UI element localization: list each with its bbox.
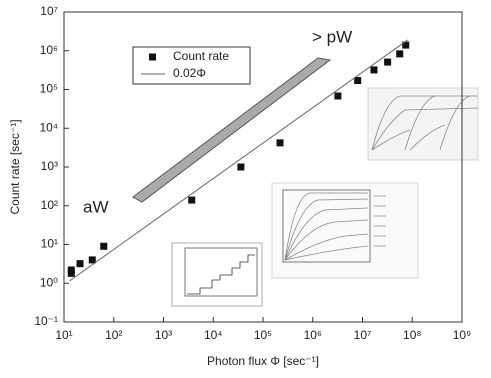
y-tick-label: 10⁶	[40, 43, 58, 57]
x-tick-label: 10⁶	[304, 328, 322, 342]
x-tick-label: 10²	[105, 328, 122, 342]
legend-swatch	[149, 53, 156, 61]
y-axis-label: Count rate [sec⁻¹]	[8, 119, 22, 214]
fit-line	[69, 39, 408, 282]
range-band	[132, 57, 332, 203]
y-tick-label: 10⁻¹	[34, 314, 58, 328]
data-point	[88, 256, 96, 264]
data-point	[402, 41, 410, 49]
y-tick-label: 10¹	[41, 237, 58, 251]
x-tick-label: 10⁸	[403, 328, 421, 342]
data-point	[67, 269, 75, 277]
annotation: > pW	[312, 27, 352, 46]
y-tick-label: 10⁴	[39, 120, 58, 134]
inset-bottom	[171, 242, 263, 307]
inset-top-right	[367, 87, 479, 161]
x-tick-label: 10³	[155, 328, 172, 342]
y-tick-label: 10⁰	[40, 275, 58, 289]
x-tick-label: 10⁵	[254, 328, 272, 342]
y-tick-label: 10⁵	[40, 82, 58, 96]
annotation: aW	[83, 197, 109, 216]
data-point	[76, 260, 84, 268]
data-point	[276, 139, 284, 147]
data-point	[354, 77, 362, 85]
y-tick-label: 10⁷	[40, 4, 58, 18]
legend-label: 0.02Φ	[173, 66, 206, 80]
y-tick-label: 10³	[41, 159, 58, 173]
legend-box	[132, 46, 251, 85]
x-tick-label: 10⁴	[204, 328, 223, 342]
x-axis-label: Photon flux Φ [sec⁻¹]	[207, 354, 319, 368]
inset-middle	[271, 182, 419, 279]
data-point	[188, 196, 196, 204]
x-tick-label: 10⁷	[354, 328, 372, 342]
data-point	[100, 242, 108, 250]
data-point	[334, 92, 342, 100]
data-point	[237, 163, 245, 171]
data-point	[396, 50, 404, 58]
data-point	[384, 58, 392, 66]
y-tick-label: 10²	[41, 198, 58, 212]
x-tick-label: 10⁹	[453, 328, 472, 342]
x-tick-label: 10¹	[55, 328, 72, 342]
legend-label: Count rate	[173, 49, 229, 63]
data-point	[370, 66, 378, 74]
